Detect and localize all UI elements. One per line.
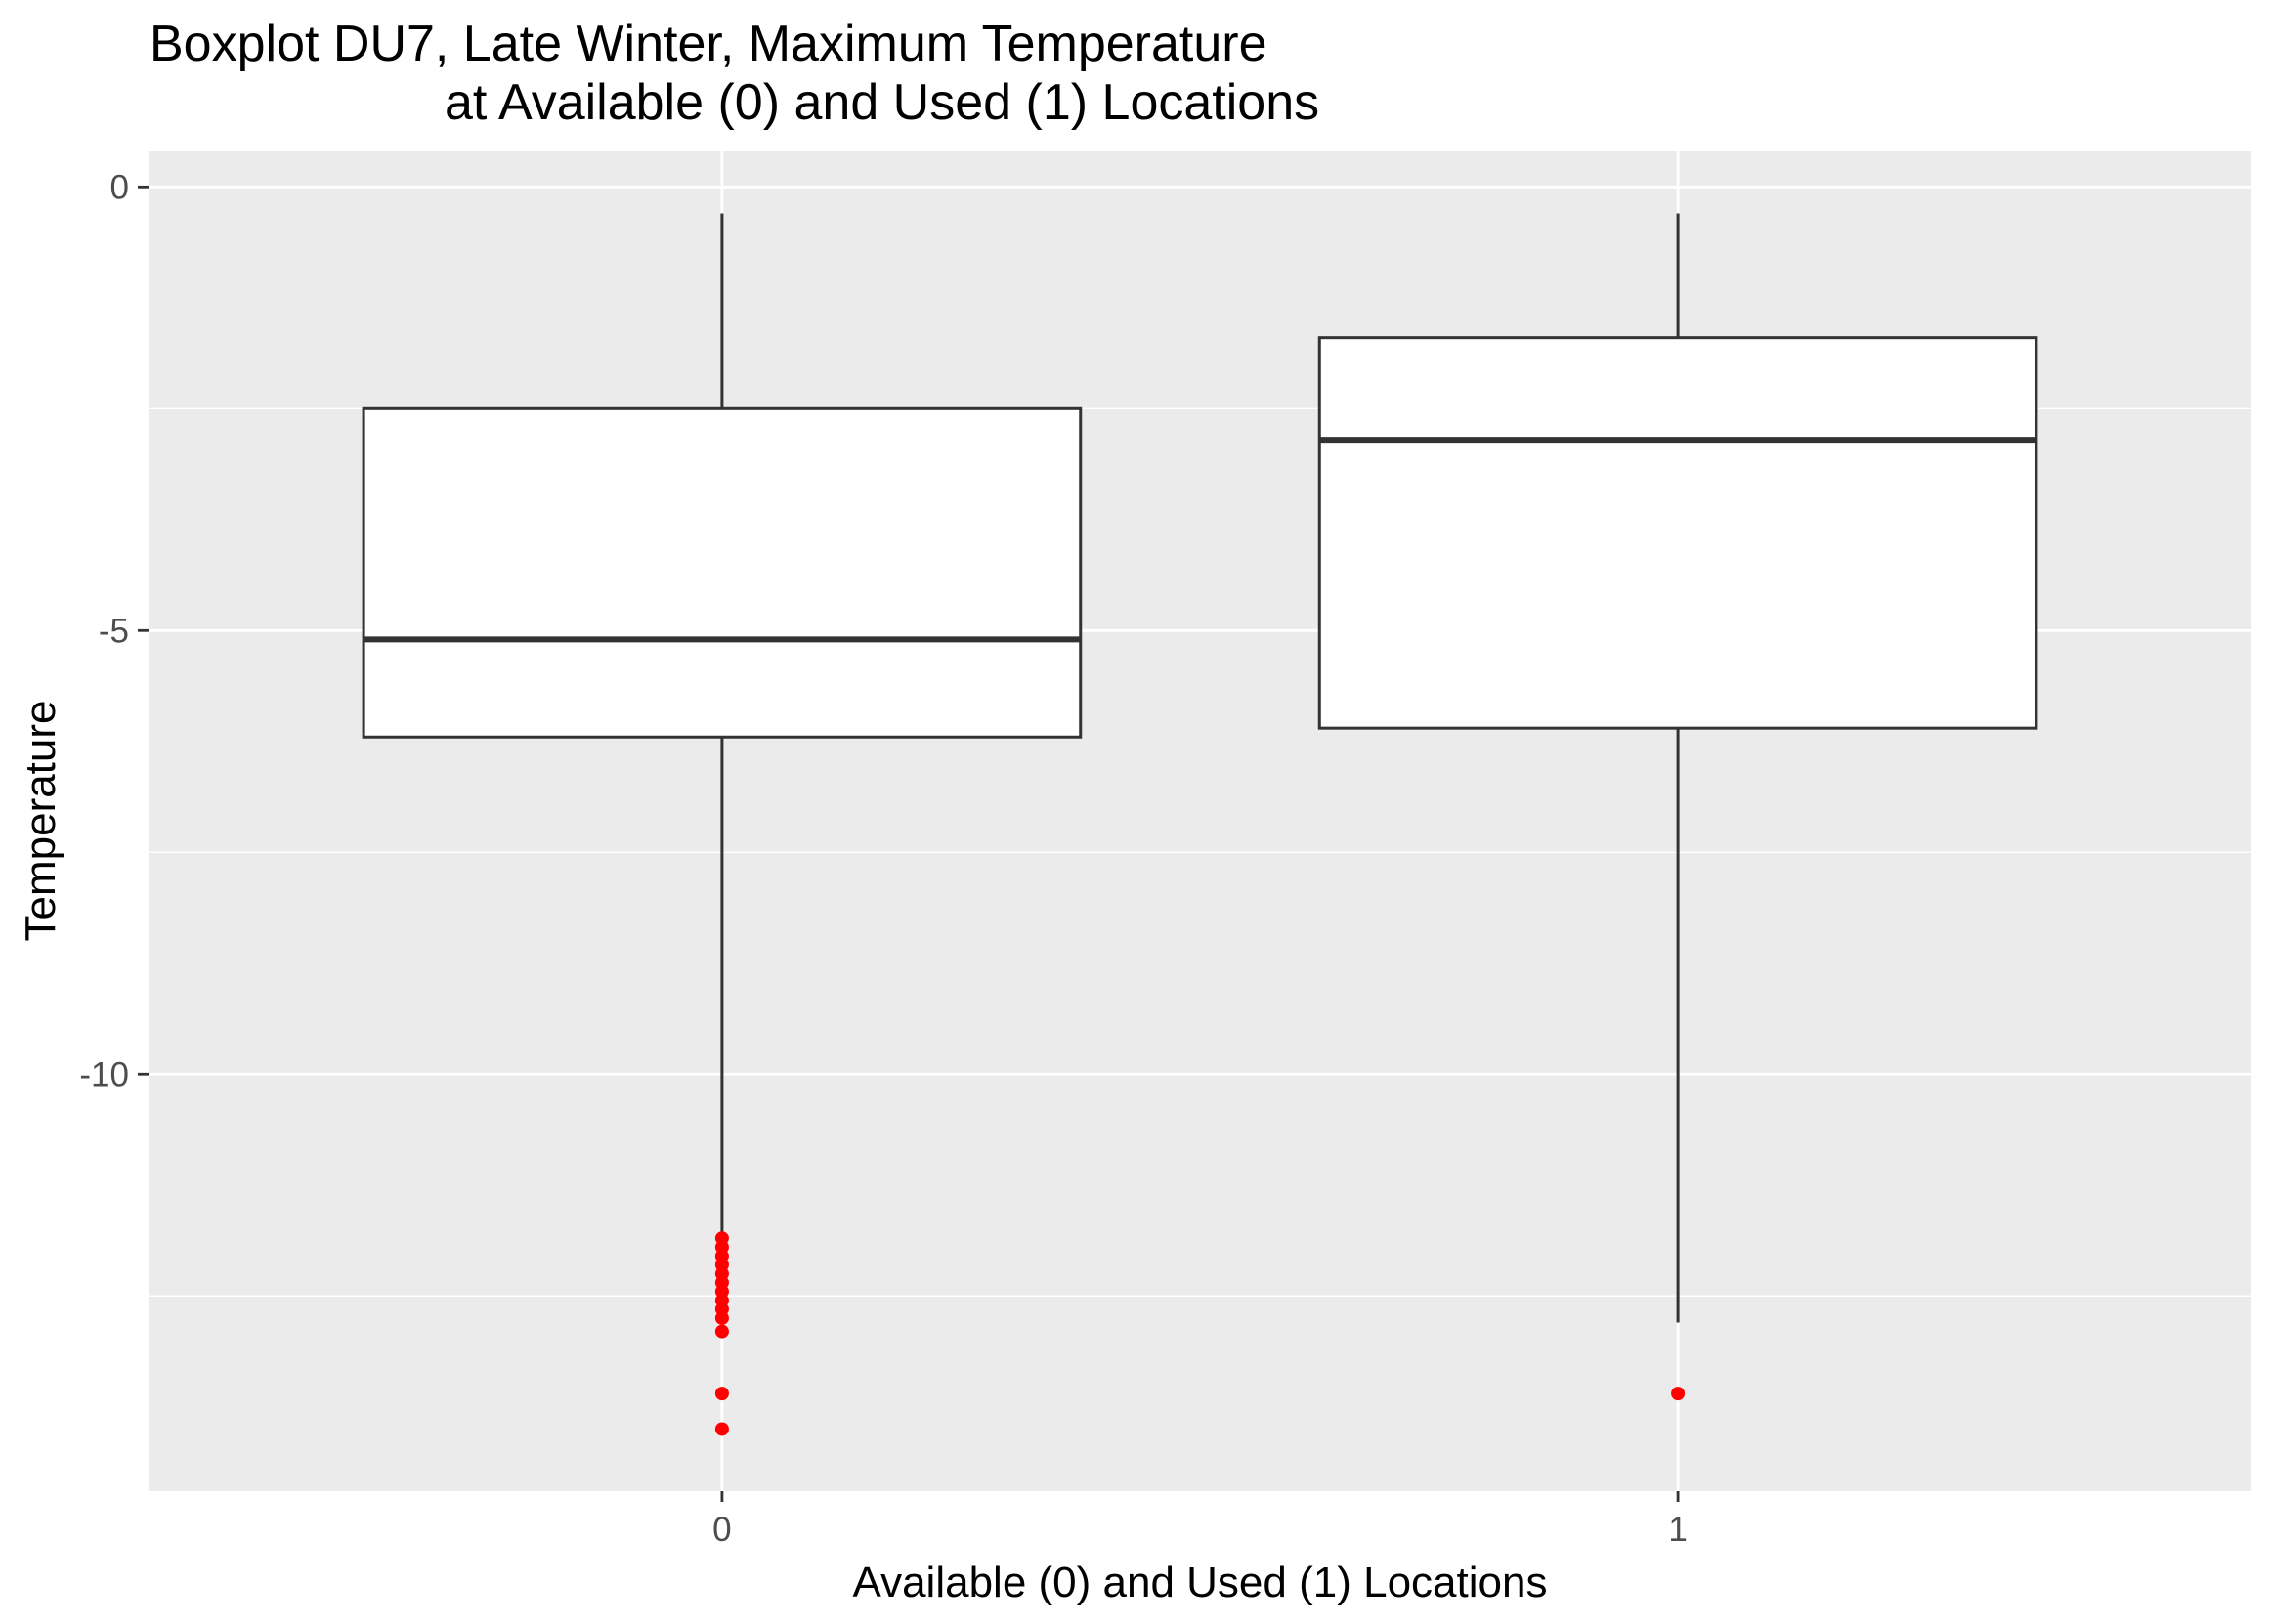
y-tick-label: -5 [99,612,129,650]
x-tick-label: 0 [712,1511,731,1549]
x-axis-title: Available (0) and Used (1) Locations [853,1559,1548,1606]
axes: 0 -5 -10 0 1 [79,168,1687,1549]
box-group-1 [1317,213,2038,1401]
boxes [362,213,2038,1436]
outlier-point [714,1387,729,1401]
box-iqr [362,406,1083,739]
chart-title-line1: Boxplot DU7, Late Winter, Maximum Temper… [150,16,1267,72]
y-tick-label: -10 [79,1055,129,1093]
y-tick-label: 0 [110,168,129,206]
outlier-point [714,1324,729,1339]
outlier-point [714,1310,729,1325]
box-group-0 [362,213,1083,1436]
outlier-point [1671,1387,1686,1401]
y-axis-title: Temperature [17,700,64,941]
x-tick-label: 1 [1668,1511,1687,1549]
box-iqr [1317,336,2038,730]
outlier-point [714,1422,729,1436]
chart-title-line2: at Available (0) and Used (1) Locations [445,74,1319,131]
